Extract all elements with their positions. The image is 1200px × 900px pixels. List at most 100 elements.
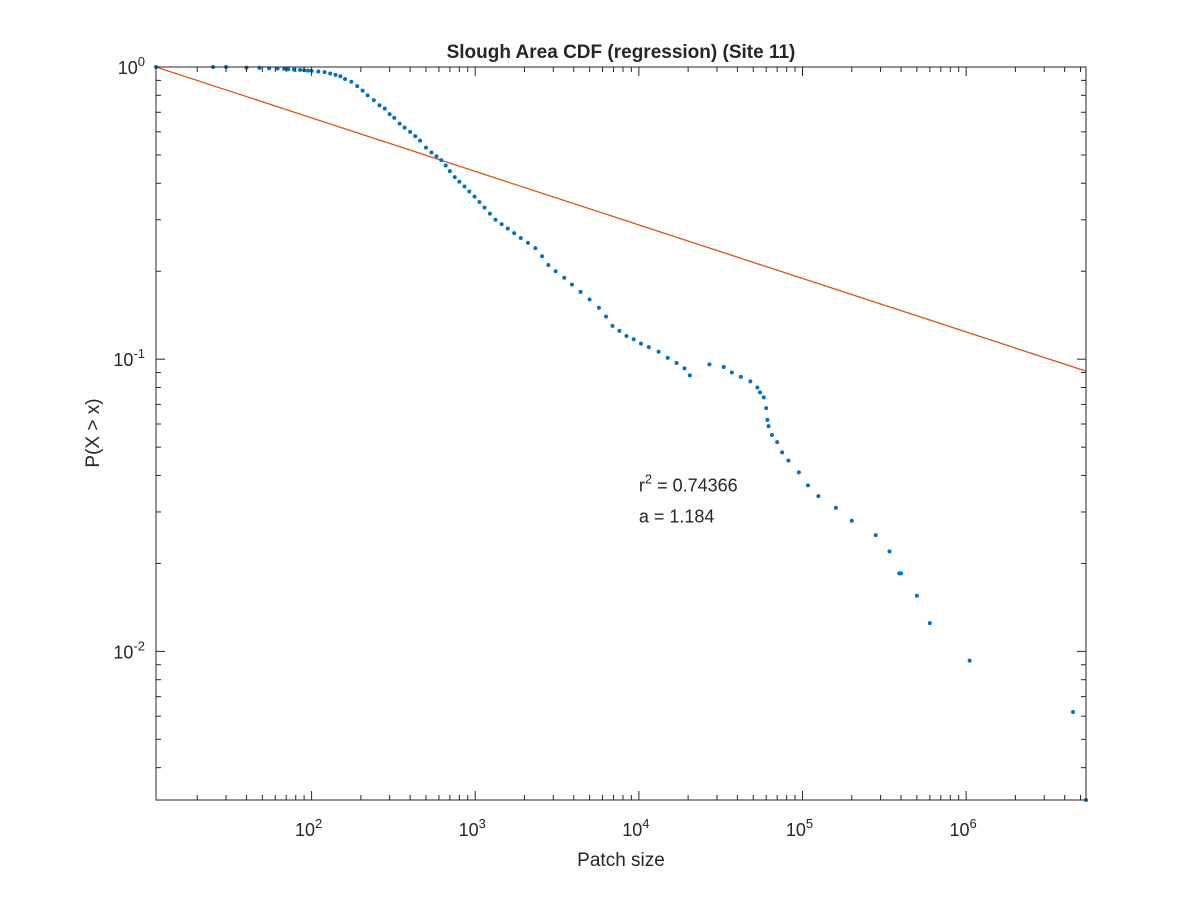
data-point [487,211,492,216]
x-tick-label: 104 [622,816,649,840]
data-point [382,106,387,111]
data-point [333,72,338,77]
data-point [833,505,838,510]
data-point [298,67,303,72]
data-point [462,184,467,189]
data-point [587,297,592,302]
data-point [392,115,397,120]
data-point [758,390,763,395]
data-point [387,112,392,117]
data-point [780,450,785,455]
data-point [467,189,472,194]
data-point [765,417,770,422]
data-point [927,621,932,626]
ticks-layer [156,66,1086,800]
data-point [562,275,567,280]
annotation-1: r2 = 0.74366 [639,471,738,495]
data-point [646,345,651,350]
data-point [447,169,452,174]
annotation-2: a = 1.184 [639,506,715,526]
data-point [316,69,321,74]
y-tick-label: 100 [118,54,145,78]
annotations-layer: r2 = 0.74366 a = 1.184 [639,471,738,526]
data-point [748,379,753,384]
data-point [322,70,327,75]
data-point [665,355,670,360]
x-axis-label: Patch size [577,850,665,871]
data-point [512,231,517,236]
data-point [423,145,428,150]
data-point [257,65,262,70]
data-point [282,66,287,71]
x-tick-label: 106 [950,816,977,840]
data-point [408,129,413,134]
data-point [674,361,679,366]
data-point [477,200,482,205]
fit-line-layer [155,66,1087,372]
data-point [707,362,712,367]
data-point [443,163,448,168]
data-point [505,226,510,231]
data-point [769,433,774,438]
axes-box [155,66,1087,801]
chart-title: Slough Area CDF (regression) (Site 11) [447,42,796,63]
data-point [429,150,434,155]
data-point [967,658,972,663]
regression-fit-line [155,66,1087,372]
data-point [729,370,734,375]
data-point [365,93,370,98]
data-point [617,328,622,333]
data-point [786,458,791,463]
data-point [482,205,487,210]
data-point [631,337,636,342]
x-tick-label: 102 [295,816,322,840]
data-point [738,374,743,379]
y-tick-label: 10-1 [113,346,145,370]
data-point [360,88,365,93]
x-tick-label: 103 [459,816,486,840]
data-point [796,470,801,475]
data-point [452,175,457,180]
data-point [457,179,462,184]
data-point [761,395,766,400]
y-axis-label: P(X > x) [83,398,104,467]
data-point [578,289,583,294]
data-point [682,366,687,371]
data-point [914,593,919,598]
data-point [624,334,629,339]
data-point [377,103,382,108]
data-point [604,314,609,319]
x-tick-label: 105 [786,816,813,840]
data-point [721,365,726,370]
data-point [371,98,376,103]
data-point [525,240,530,245]
data-point [687,373,692,378]
data-point [569,282,574,287]
data-point [764,406,769,411]
data-point [499,222,504,227]
data-point [338,74,343,79]
data-point [656,349,661,354]
data-point [434,154,439,159]
data-point [305,68,310,73]
data-point [413,134,418,139]
data-point [540,254,545,259]
data-point [493,217,498,222]
data-point [518,235,523,240]
data-point [553,269,558,274]
data-point [1071,710,1076,715]
data-point [546,263,551,268]
data-point [873,533,878,538]
data-point [849,518,854,523]
data-point [596,305,601,310]
data-point [402,125,407,130]
data-point [275,66,280,71]
data-point [766,424,771,429]
data-point [805,483,810,488]
y-tick-label: 10-2 [113,638,145,662]
data-point [610,323,615,328]
data-point [533,246,538,251]
data-point [342,76,347,81]
tick-labels-layer: 102 103 104 105 106 100 10-1 10-2 [113,54,976,840]
